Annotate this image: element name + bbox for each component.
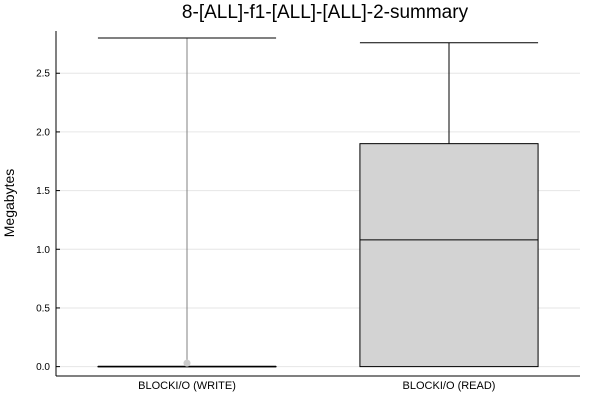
chart-title: 8-[ALL]-f1-[ALL]-[ALL]-2-summary	[182, 2, 469, 23]
box-1	[360, 43, 538, 367]
y-tick-label: 2.0	[36, 127, 50, 138]
boxes	[98, 38, 538, 367]
outlier-point	[184, 360, 191, 367]
x-category-label: BLOCKI/O (READ)	[403, 380, 496, 392]
box-body	[360, 144, 538, 367]
x-categories: BLOCKI/O (WRITE) BLOCKI/O (READ)	[138, 380, 495, 392]
y-tick-label: 1.5	[36, 186, 50, 197]
box-0	[98, 38, 276, 367]
y-tick-label: 0.0	[36, 362, 50, 373]
x-category-label: BLOCKI/O (WRITE)	[138, 380, 236, 392]
y-tick-label: 1.0	[36, 245, 50, 256]
y-axis-label: Megabytes	[1, 169, 17, 237]
y-tick-label: 0.5	[36, 303, 50, 314]
y-tick-label: 2.5	[36, 69, 50, 80]
